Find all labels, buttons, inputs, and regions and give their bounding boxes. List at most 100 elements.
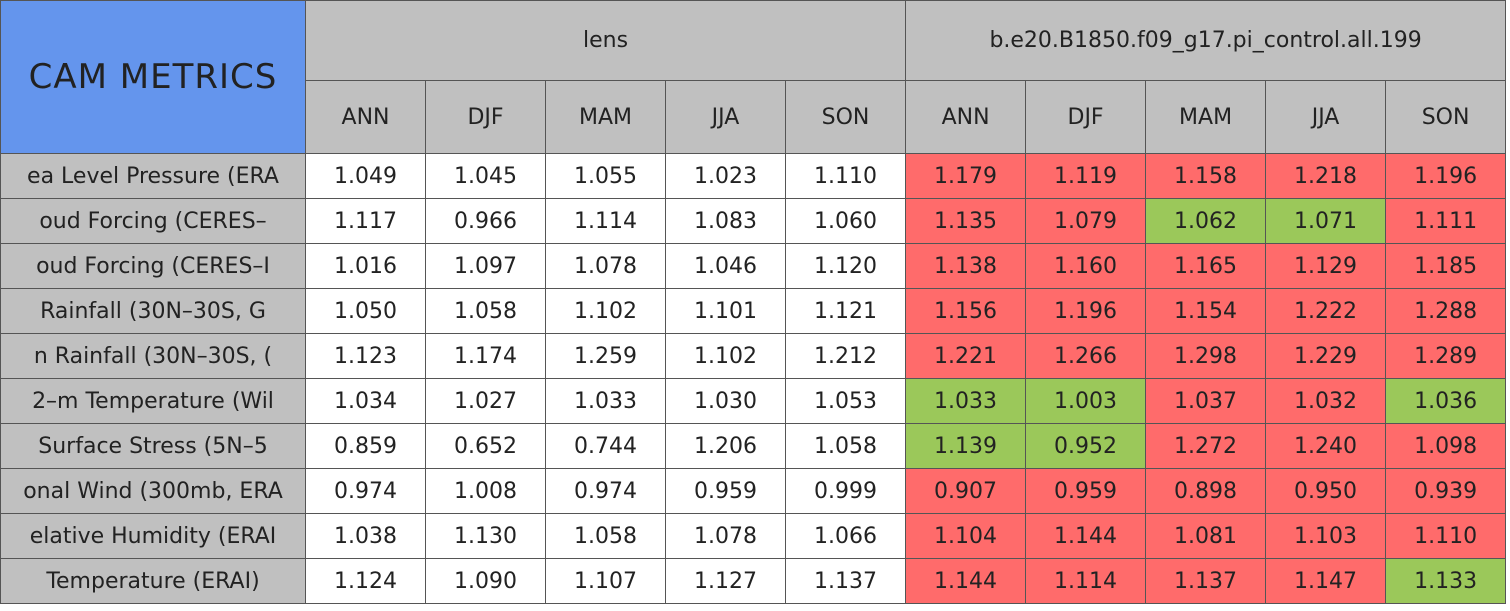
metric-value: 1.030 [665,378,786,424]
metric-value: 0.952 [1025,423,1147,469]
metric-value: 1.045 [425,153,546,199]
metric-value: 1.003 [1025,378,1147,424]
metric-label: Temperature (ERAI) [0,558,306,604]
metric-value: 1.053 [784,378,907,424]
metric-value: 1.298 [1145,333,1267,379]
metric-value: 1.110 [1385,513,1507,559]
metric-row: elative Humidity (ERAI 1.038 1.130 1.058 1.0… [0,513,1507,559]
metric-value: 1.229 [1265,333,1387,379]
metric-row: n Rainfall (30N–30S, ( 1.123 1.174 1.259 1.1… [0,333,1507,379]
metric-value: 1.114 [1025,558,1147,604]
season-header: DJF [1025,80,1147,154]
metric-value: 1.139 [905,423,1027,469]
metric-value: 1.008 [425,468,546,514]
season-header: SON [1385,80,1507,154]
metric-row: oud Forcing (CERES– 1.117 0.966 1.114 1.083 1… [0,198,1507,244]
metric-value: 1.218 [1265,153,1387,199]
metric-row: Rainfall (30N–30S, G 1.050 1.058 1.102 1.101… [0,288,1507,334]
metric-value: 0.859 [305,423,426,469]
metric-value: 1.156 [905,288,1027,334]
metric-label-text: oud Forcing (CERES–I [36,253,270,279]
metric-label: n Rainfall (30N–30S, ( [0,333,306,379]
metric-value: 1.206 [665,423,786,469]
metric-row: Surface Stress (5N–5 0.859 0.652 0.744 1.206… [0,423,1507,469]
metric-value: 1.102 [665,333,786,379]
metric-value: 1.081 [1145,513,1267,559]
metric-value: 1.090 [425,558,546,604]
metric-value: 1.097 [425,243,546,289]
metric-value: 1.137 [1145,558,1267,604]
metric-value: 1.103 [1265,513,1387,559]
metric-value: 1.185 [1385,243,1507,289]
metric-value: 1.071 [1265,198,1387,244]
metric-value: 1.079 [1025,198,1147,244]
header-row: CAM METRICS lens b.e20.B1850.f09_g17.pi_co… [0,0,1507,154]
metric-value: 1.272 [1145,423,1267,469]
metric-value: 1.110 [784,153,907,199]
metric-value: 1.117 [305,198,426,244]
metric-value: 1.196 [1025,288,1147,334]
metric-value: 0.652 [425,423,546,469]
metric-value: 1.050 [305,288,426,334]
season-header: DJF [425,80,546,154]
metric-value: 1.034 [305,378,426,424]
metric-row: onal Wind (300mb, ERA 0.974 1.008 0.974 0.95… [0,468,1507,514]
metric-value: 1.033 [905,378,1027,424]
metric-value: 1.154 [1145,288,1267,334]
metric-value: 1.078 [665,513,786,559]
metric-label: oud Forcing (CERES–I [0,243,306,289]
metric-value: 1.158 [1145,153,1267,199]
metric-value: 1.120 [784,243,907,289]
metric-label-text: n Rainfall (30N–30S, ( [33,343,273,369]
metric-value: 1.221 [905,333,1027,379]
metric-label-text: oud Forcing (CERES– [39,208,267,234]
metric-value: 0.939 [1385,468,1507,514]
metric-value: 1.259 [545,333,666,379]
metric-value: 1.212 [784,333,907,379]
metric-value: 1.222 [1265,288,1387,334]
metric-row: Temperature (ERAI) 1.124 1.090 1.107 1.127 1.… [0,558,1507,604]
metric-label: 2–m Temperature (Wil [0,378,306,424]
metric-label: oud Forcing (CERES– [0,198,306,244]
metric-value: 0.907 [905,468,1027,514]
metric-label: elative Humidity (ERAI [0,513,306,559]
metric-value: 1.032 [1265,378,1387,424]
metric-value: 1.144 [1025,513,1147,559]
metric-value: 0.744 [545,423,666,469]
metric-value: 1.102 [545,288,666,334]
season-header: MAM [545,80,666,154]
metric-value: 1.023 [665,153,786,199]
season-header: ANN [305,80,426,154]
metric-label-text: Temperature (ERAI) [46,568,260,594]
metric-value: 0.974 [545,468,666,514]
metric-value: 1.104 [905,513,1027,559]
metric-value: 1.127 [665,558,786,604]
metric-value: 1.288 [1385,288,1507,334]
metric-value: 1.174 [425,333,546,379]
metric-value: 1.098 [1385,423,1507,469]
metric-value: 0.959 [1025,468,1147,514]
metric-value: 1.060 [784,198,907,244]
metric-row: oud Forcing (CERES–I 1.016 1.097 1.078 1.046… [0,243,1507,289]
metric-value: 1.179 [905,153,1027,199]
metric-row: ea Level Pressure (ERA 1.049 1.045 1.055 1.0… [0,153,1507,199]
metric-value: 1.196 [1385,153,1507,199]
metric-label-text: ea Level Pressure (ERA [27,163,279,189]
metric-value: 1.036 [1385,378,1507,424]
metric-value: 1.062 [1145,198,1267,244]
metric-value: 0.974 [305,468,426,514]
metric-value: 1.123 [305,333,426,379]
season-header: JJA [1265,80,1387,154]
season-row: ANN DJF MAM JJA SON ANN DJF MAM JJA SON [1,80,1507,154]
season-header: MAM [1145,80,1267,154]
group-header: b.e20.B1850.f09_g17.pi_control.all.199 [905,0,1507,81]
metric-row: 2–m Temperature (Wil 1.034 1.027 1.033 1.030… [0,378,1507,424]
metric-value: 0.959 [665,468,786,514]
metric-value: 1.049 [305,153,426,199]
metric-value: 1.083 [665,198,786,244]
metric-value: 1.240 [1265,423,1387,469]
metric-value: 1.066 [784,513,907,559]
metric-value: 0.950 [1265,468,1387,514]
metric-value: 1.046 [665,243,786,289]
